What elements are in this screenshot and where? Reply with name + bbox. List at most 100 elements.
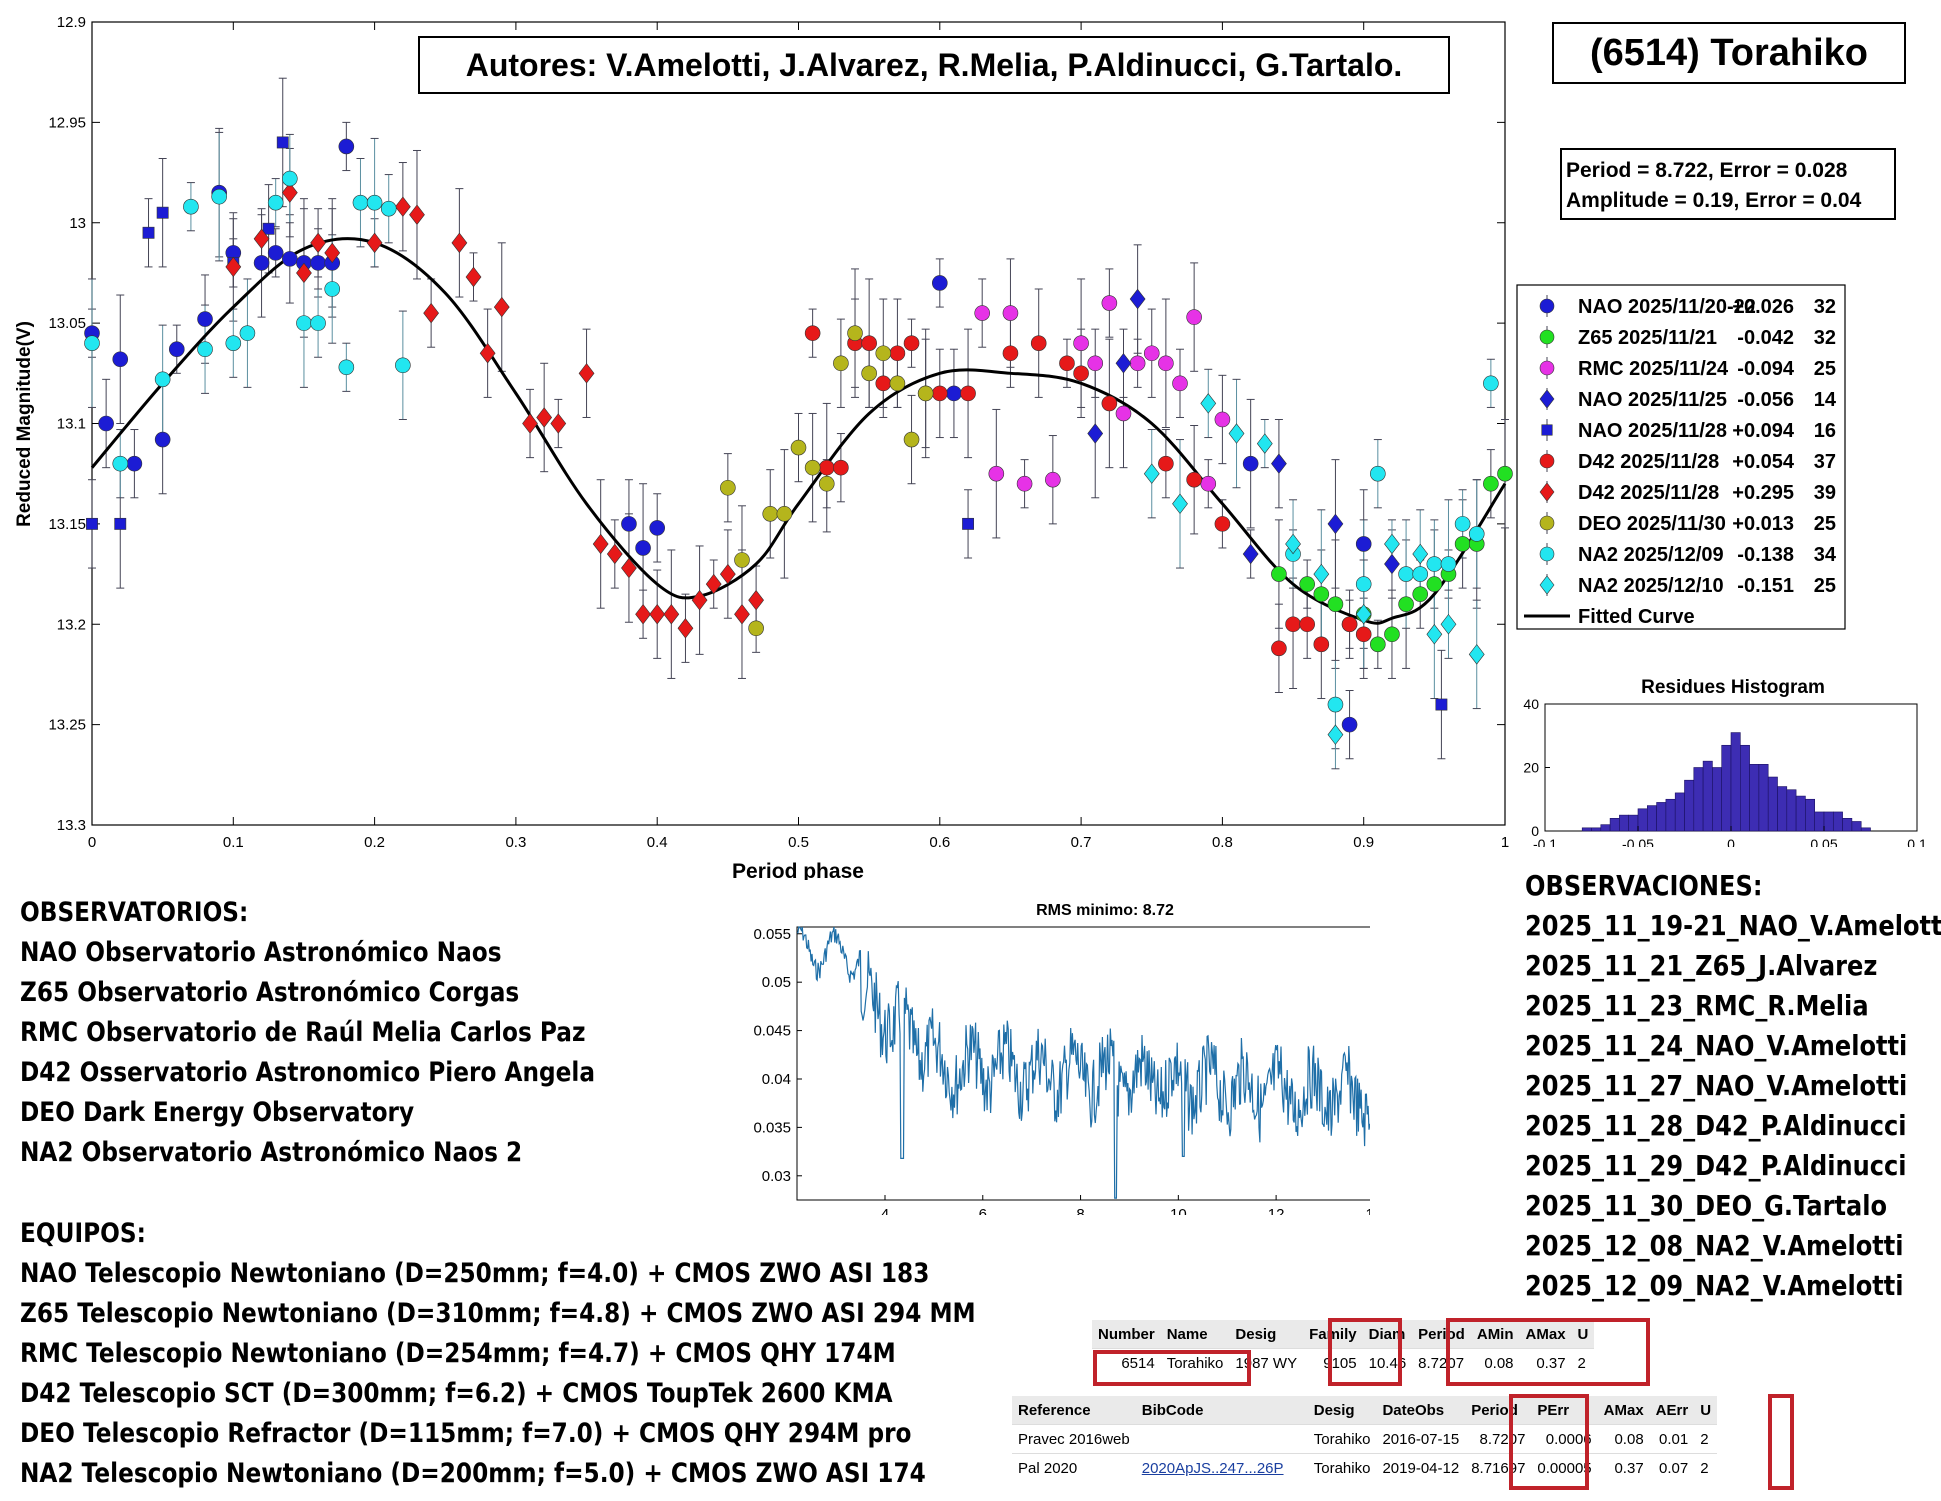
data-point xyxy=(98,415,114,432)
observatorio-item: NAO Observatorio Astronómico Naos xyxy=(20,937,502,968)
data-point xyxy=(1172,493,1188,515)
data-point xyxy=(352,194,369,211)
data-point xyxy=(1370,465,1386,482)
histogram-bar xyxy=(1777,786,1788,832)
legend-marker xyxy=(1539,389,1555,409)
y-tick-label: 13.1 xyxy=(57,416,86,433)
highlight-box xyxy=(1509,1394,1589,1490)
data-point xyxy=(889,345,906,362)
data-point xyxy=(1426,624,1443,645)
data-point xyxy=(606,543,623,565)
bibcode-link[interactable]: 2020ApJS..247...26P xyxy=(1135,1453,1308,1482)
table-cell xyxy=(1135,1424,1308,1454)
equipo-item: DEO Telescopio Refractor (D=115mm; f=7.0… xyxy=(20,1418,912,1449)
data-point xyxy=(1129,288,1146,310)
data-point xyxy=(112,351,129,368)
table-cell: 2019-04-12 xyxy=(1376,1453,1466,1482)
data-point xyxy=(1271,566,1287,582)
amplitude-line: Amplitude = 0.19, Error = 0.04 xyxy=(1566,189,1862,212)
data-point xyxy=(253,255,270,271)
legend-count: 32 xyxy=(1814,296,1836,318)
data-point xyxy=(1341,616,1358,633)
table-header: Desig xyxy=(1307,1396,1377,1425)
object-title: (6514) Torahiko xyxy=(1552,22,1906,84)
legend-marker xyxy=(1539,329,1555,345)
histogram-bar xyxy=(1647,805,1657,832)
data-point xyxy=(1228,423,1245,444)
data-point xyxy=(1398,566,1414,582)
data-point xyxy=(719,563,736,585)
table-cell: 2 xyxy=(1694,1424,1718,1454)
data-point xyxy=(282,251,298,267)
fitted-curve xyxy=(90,237,1507,625)
data-point xyxy=(1426,556,1443,572)
period-amplitude-box: Period = 8.722, Error = 0.028 Amplitude … xyxy=(1560,148,1896,220)
data-point xyxy=(423,302,439,324)
observacion-item: 2025_11_29_D42_P.Aldinucci xyxy=(1525,1149,1907,1182)
observacion-item: 2025_11_21_Z65_J.Alvarez xyxy=(1525,949,1878,982)
table-header: Number xyxy=(1092,1320,1161,1349)
histogram-title: Residues Histogram xyxy=(1641,677,1825,698)
data-point xyxy=(818,459,835,476)
data-point xyxy=(479,342,496,364)
histogram-bar xyxy=(1693,767,1704,832)
legend-entry: DEO 2025/11/30 +0.013 25 xyxy=(1539,512,1836,535)
data-point xyxy=(1355,626,1372,643)
data-point xyxy=(1384,553,1400,575)
data-point xyxy=(112,455,129,472)
data-point xyxy=(1285,533,1301,555)
data-point xyxy=(1313,586,1330,602)
data-point xyxy=(1454,516,1471,532)
data-point xyxy=(1327,696,1344,713)
legend-entry: NA2 2025/12/10 -0.151 25 xyxy=(1539,574,1836,597)
x-tick-label: 14 xyxy=(1366,1206,1370,1215)
y-tick-label: 0 xyxy=(1531,823,1539,839)
histogram-bar xyxy=(1684,779,1695,832)
data-point xyxy=(366,194,383,211)
data-point xyxy=(1143,463,1160,484)
legend-offset: +0.054 xyxy=(1732,451,1795,473)
data-point xyxy=(1313,563,1330,585)
histogram-bar xyxy=(1619,814,1630,832)
legend-count: 34 xyxy=(1814,544,1837,566)
legend-count: 16 xyxy=(1814,420,1836,442)
table-cell: Torahiko xyxy=(1307,1424,1377,1454)
y-tick-label: 13.05 xyxy=(48,315,86,332)
data-point xyxy=(903,431,920,448)
legend-entry: NA2 2025/12/09 -0.138 34 xyxy=(1539,543,1837,566)
lightcurve-chart: 0 0.1 0.2 0.3 0.4 0.5 0.6 0.7 0.8 0.9 1 12.9 12.95 13… xyxy=(14,14,1513,880)
data-point xyxy=(1101,395,1118,412)
data-point xyxy=(1497,465,1513,482)
observacion-item: 2025_12_09_NA2_V.Amelotti xyxy=(1525,1269,1904,1302)
data-point xyxy=(310,232,326,254)
observatorios-block: OBSERVATORIOS: NAO Observatorio Astronóm… xyxy=(20,893,595,1173)
legend-marker xyxy=(1539,575,1555,595)
catalog-table-1: Number Name Desig Family Diam Period AMi… xyxy=(1092,1320,1595,1377)
observacion-item: 2025_11_27_NAO_V.Amelotti xyxy=(1525,1069,1908,1102)
y-tick-label: 0.04 xyxy=(762,1071,791,1088)
data-point xyxy=(1370,636,1386,653)
data-point xyxy=(960,385,976,402)
data-point xyxy=(197,311,213,327)
data-point xyxy=(1115,353,1132,374)
data-point xyxy=(635,603,651,625)
highlight-box xyxy=(1328,1318,1402,1386)
table-cell: 0.08 xyxy=(1470,1348,1520,1377)
table-cell: 8.7207 xyxy=(1465,1424,1532,1454)
period-line: Period = 8.722, Error = 0.028 xyxy=(1566,159,1848,182)
data-point xyxy=(1242,455,1259,472)
data-point xyxy=(1129,355,1146,372)
x-tick-label: 0.1 xyxy=(223,834,244,851)
x-tick-label: 0.3 xyxy=(505,834,526,851)
data-point xyxy=(451,232,468,254)
data-point xyxy=(1468,526,1485,542)
x-axis-label: Period phase xyxy=(732,860,864,880)
data-point xyxy=(962,517,974,530)
histogram-bar xyxy=(1814,811,1825,832)
x-tick-label: 0 xyxy=(1727,836,1735,847)
data-point xyxy=(1355,603,1372,625)
data-point xyxy=(790,439,807,456)
data-point xyxy=(1440,556,1457,572)
histogram-bar xyxy=(1656,802,1667,832)
data-point xyxy=(861,335,877,352)
